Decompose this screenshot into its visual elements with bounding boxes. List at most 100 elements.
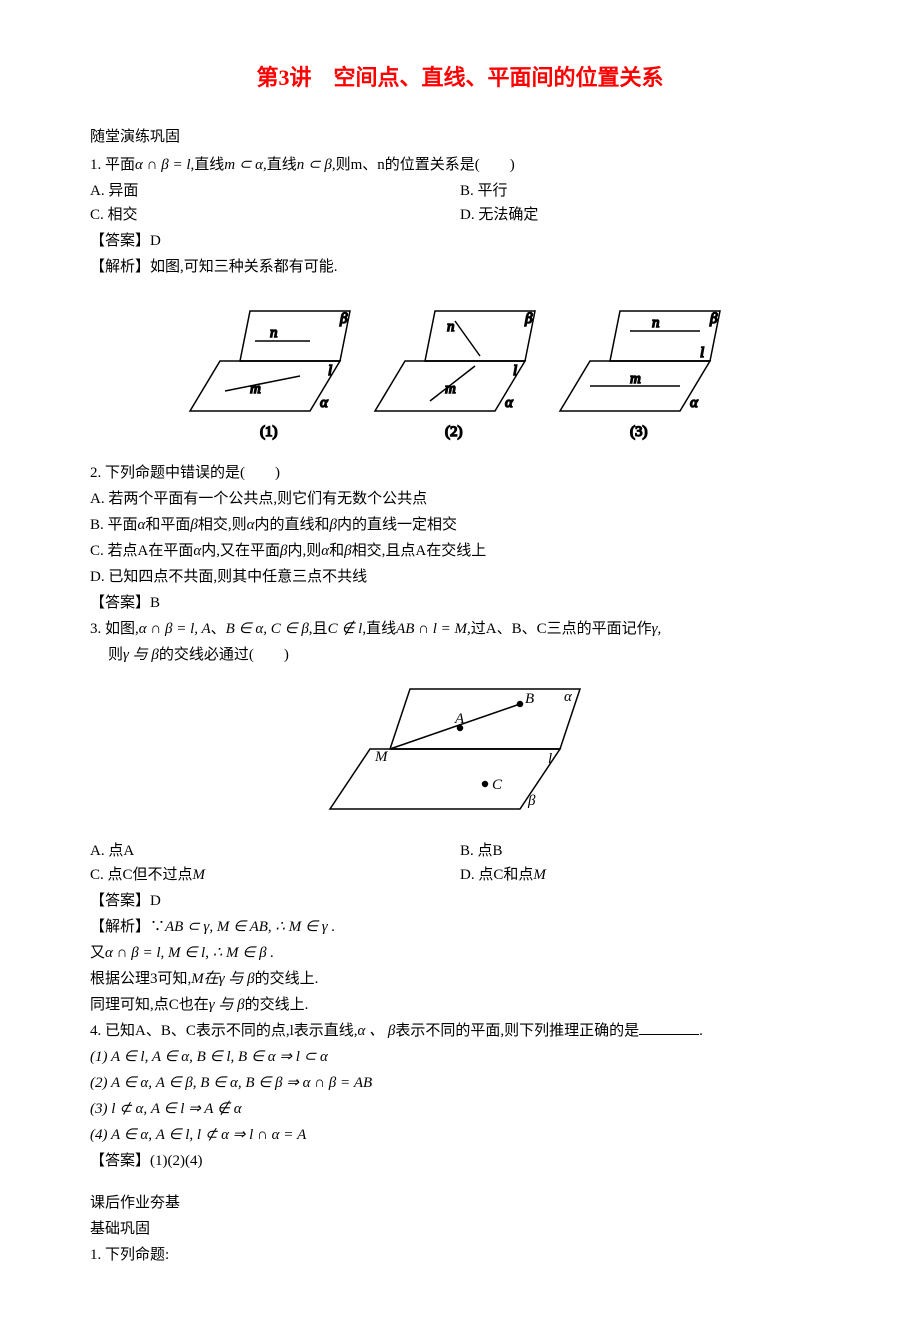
lbl-m: m — [630, 371, 641, 387]
t: 则 — [108, 647, 123, 663]
lbl-a: α — [505, 395, 514, 411]
t: 相交,则 — [198, 517, 247, 533]
m: α ∩ β = l, M ∈ l, ∴ M ∈ β . — [105, 945, 274, 961]
m: β — [344, 543, 351, 559]
section-heading-2b: 基础巩固 — [90, 1217, 830, 1241]
t: M在 — [191, 971, 219, 987]
q3-options-row2: C. 点C但不过点M D. 点C和点M — [90, 863, 830, 887]
q2-answer: 【答案】B — [90, 591, 830, 615]
page-title: 第3讲 空间点、直线、平面间的位置关系 — [90, 60, 830, 95]
lbl-l: l — [548, 751, 552, 767]
caption-3: (3) — [630, 424, 648, 440]
m: AB ⊂ γ, M ∈ AB, ∴ M ∈ γ . — [165, 919, 335, 935]
opt-b: B. 点B — [460, 839, 830, 863]
lbl-l: l — [328, 363, 332, 379]
m: AB ∩ l = M — [396, 621, 467, 637]
lbl-C: C — [492, 777, 503, 793]
m: β — [330, 517, 337, 533]
t: D. 点C和点 — [460, 867, 533, 883]
section-heading-2a: 课后作业夯基 — [90, 1191, 830, 1215]
t: ,直线 — [362, 621, 396, 637]
t: 内,又在平面 — [201, 543, 280, 559]
t: 内,则 — [287, 543, 321, 559]
m: β — [190, 517, 197, 533]
t: 又 — [90, 945, 105, 961]
t: ,过A、B、C三点的平面记作 — [467, 621, 652, 637]
q3-answer: 【答案】D — [90, 889, 830, 913]
opt-a: A. 异面 — [90, 179, 460, 203]
t: 内的直线和 — [255, 517, 330, 533]
t: , — [658, 621, 662, 637]
lbl-beta: β — [527, 793, 536, 809]
t: 内的直线一定相交 — [337, 517, 457, 533]
m: γ 与 β — [123, 647, 159, 663]
opt-d: D. 点C和点M — [460, 863, 830, 887]
m: α — [321, 543, 329, 559]
lbl-M: M — [374, 749, 389, 765]
t: 【解析】∵ — [90, 919, 165, 935]
math: m ⊂ α — [224, 157, 263, 173]
t: 和平面 — [145, 517, 190, 533]
q1-options-row2: C. 相交 D. 无法确定 — [90, 203, 830, 227]
text: ,直线 — [190, 157, 224, 173]
m: B ∈ α, C ∈ β — [226, 621, 309, 637]
figure-1: n m l β α (1) n m l β α (2) — [90, 291, 830, 449]
q4-answer: 【答案】(1)(2)(4) — [90, 1149, 830, 1173]
text: 1. 平面 — [90, 157, 135, 173]
q1-explain: 【解析】如图,可知三种关系都有可能. — [90, 255, 830, 279]
m: α — [247, 517, 255, 533]
q4-item2: (2) A ∈ α, A ∈ β, B ∈ α, B ∈ β ⇒ α ∩ β =… — [90, 1071, 830, 1095]
t: C. 若点A在平面 — [90, 543, 193, 559]
lbl-a: α — [690, 395, 699, 411]
q2-stem: 2. 下列命题中错误的是( ) — [90, 461, 830, 485]
section-heading: 随堂演练巩固 — [90, 125, 830, 149]
q2-d: D. 已知四点不共面,则其中任意三点不共线 — [90, 565, 830, 589]
m: α 、 β — [358, 1023, 396, 1039]
t: C. 点C但不过点 — [90, 867, 193, 883]
math: α ∩ β = l — [135, 157, 190, 173]
t: 、 — [211, 621, 226, 637]
caption-1: (1) — [260, 424, 278, 440]
math: n ⊂ β — [297, 157, 332, 173]
lbl-a: α — [320, 395, 329, 411]
q4-stem: 4. 已知A、B、C表示不同的点,l表示直线,α 、 β表示不同的平面,则下列推… — [90, 1019, 830, 1043]
text: ,直线 — [263, 157, 297, 173]
q4-item3: (3) l ⊄ α, A ∈ l ⇒ A ∉ α — [90, 1097, 830, 1121]
t: 4. 已知A、B、C表示不同的点,l表示直线, — [90, 1023, 358, 1039]
lbl-a: α — [564, 689, 573, 705]
lbl-b: β — [524, 311, 533, 327]
lbl-A: A — [454, 711, 465, 727]
lbl-m: m — [445, 381, 456, 397]
opt-d: D. 无法确定 — [460, 203, 830, 227]
q3-stem-line2: 则γ 与 β的交线必通过( ) — [90, 643, 830, 667]
figure-2: A B C M α β l — [90, 679, 830, 827]
lbl-l: l — [700, 345, 704, 361]
t: 的交线上. — [255, 971, 319, 987]
m: M — [193, 867, 206, 883]
t: 和 — [329, 543, 344, 559]
q5-stem: 1. 下列命题: — [90, 1243, 830, 1267]
opt-c: C. 相交 — [90, 203, 460, 227]
q2-b: B. 平面α和平面β相交,则α内的直线和β内的直线一定相交 — [90, 513, 830, 537]
opt-c: C. 点C但不过点M — [90, 863, 460, 887]
q2-c: C. 若点A在平面α内,又在平面β内,则α和β相交,且点A在交线上 — [90, 539, 830, 563]
q3-stem-line1: 3. 如图,α ∩ β = l, A、B ∈ α, C ∈ β,且C ∉ l,直… — [90, 617, 830, 641]
t: B. 平面 — [90, 517, 138, 533]
text: ,则m、n的位置关系是( ) — [332, 157, 515, 173]
fill-blank — [639, 1034, 699, 1035]
lbl-n: n — [447, 319, 455, 335]
t: 同理可知,点C也在 — [90, 997, 209, 1013]
q3-options-row1: A. 点A B. 点B — [90, 839, 830, 863]
m: γ 与 β — [209, 997, 245, 1013]
q4-item4: (4) A ∈ α, A ∈ l, l ⊄ α ⇒ l ∩ α = A — [90, 1123, 830, 1147]
lbl-b: β — [339, 311, 348, 327]
caption-2: (2) — [445, 424, 463, 440]
opt-b: B. 平行 — [460, 179, 830, 203]
t: ,且 — [309, 621, 328, 637]
q3-expl4: 同理可知,点C也在γ 与 β的交线上. — [90, 993, 830, 1017]
opt-a: A. 点A — [90, 839, 460, 863]
q1-stem: 1. 平面α ∩ β = l,直线m ⊂ α,直线n ⊂ β,则m、n的位置关系… — [90, 153, 830, 177]
m: α ∩ β = l, A — [139, 621, 211, 637]
q1-options-row1: A. 异面 B. 平行 — [90, 179, 830, 203]
t: 3. 如图, — [90, 621, 139, 637]
